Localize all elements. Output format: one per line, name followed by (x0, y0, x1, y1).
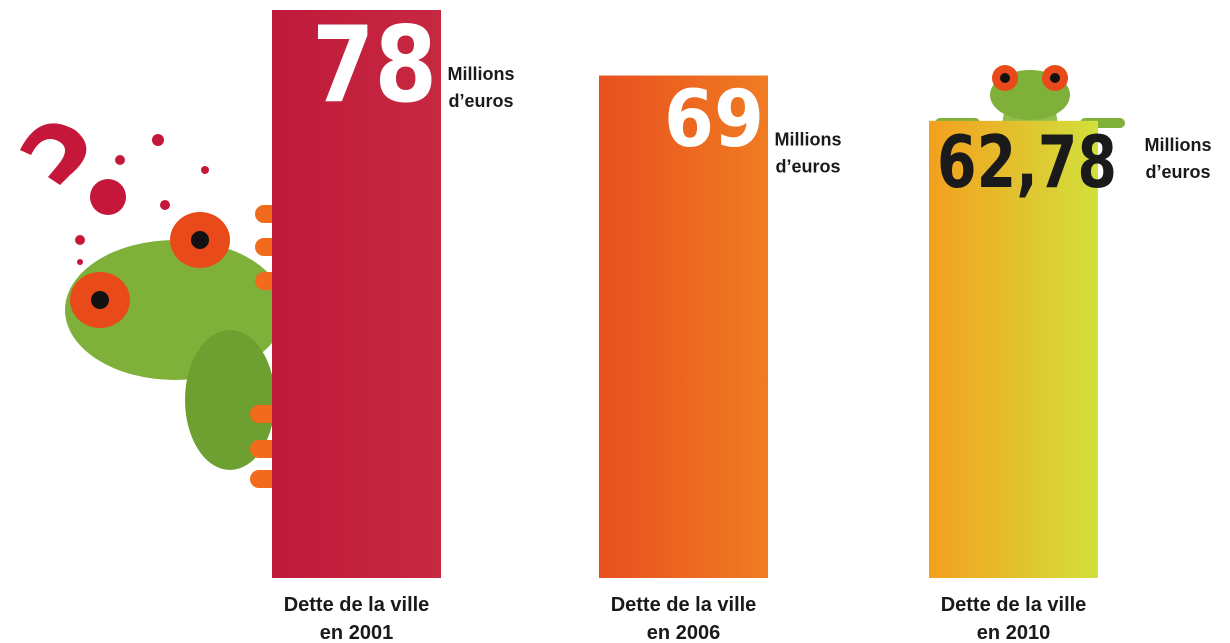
unit-label: Millions (1145, 135, 1212, 155)
x-tick-label: en 2001 (320, 622, 393, 643)
bars: 78 Millions d’euros Dette de la ville en 200… (272, 4, 1212, 643)
bar (599, 75, 768, 579)
unit-label: Millions (448, 64, 515, 84)
bar (929, 120, 1098, 578)
unit-label: d’euros (1145, 162, 1210, 182)
value-label: 62,78 (937, 120, 1117, 204)
bar (272, 10, 441, 578)
x-tick-label: Dette de la ville (941, 594, 1087, 616)
x-tick-label: en 2010 (977, 622, 1050, 643)
x-tick-label: Dette de la ville (611, 594, 757, 616)
unit-label: Millions (775, 130, 842, 150)
unit-label: d’euros (775, 157, 840, 177)
value-label: 78 (312, 4, 437, 126)
question-marks (20, 123, 209, 265)
x-tick-label: Dette de la ville (284, 594, 430, 616)
x-tick-label: en 2006 (647, 622, 720, 643)
unit-label: d’euros (448, 91, 513, 111)
value-label: 69 (664, 75, 764, 165)
